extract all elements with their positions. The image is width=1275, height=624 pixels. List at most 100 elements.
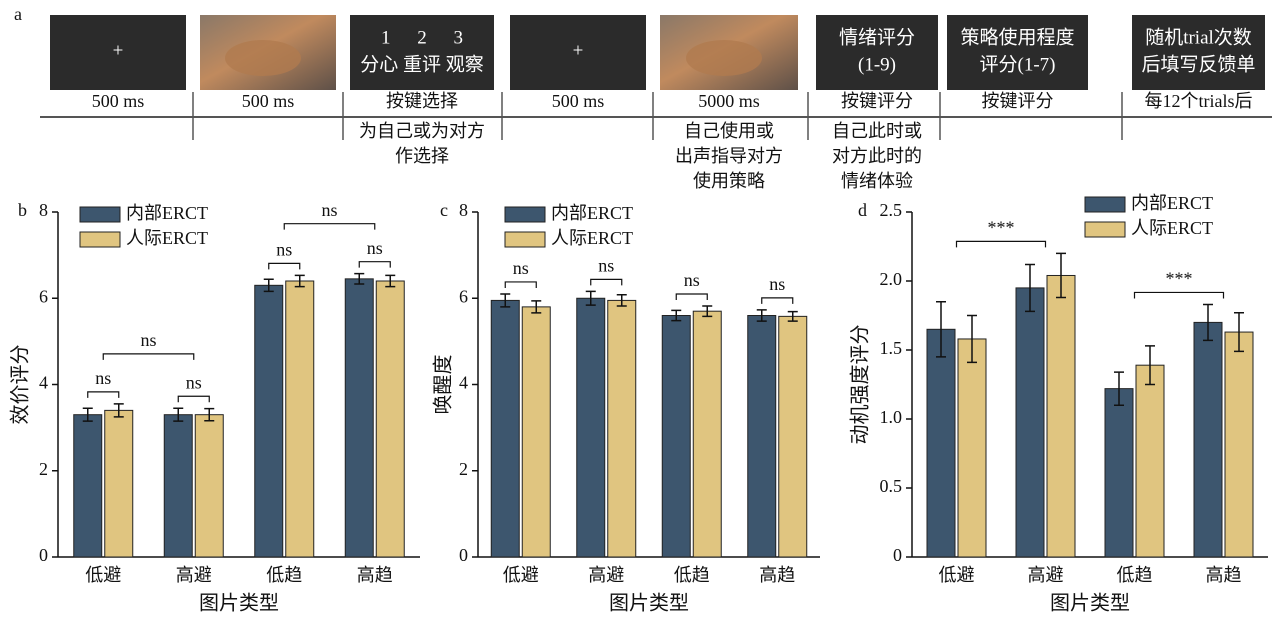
legend-swatch bbox=[79, 231, 121, 248]
significance-bracket bbox=[1133, 291, 1225, 299]
error-bar bbox=[936, 300, 946, 358]
legend-swatch bbox=[1084, 196, 1126, 213]
error-bar bbox=[500, 293, 511, 308]
error-bar bbox=[1145, 345, 1155, 386]
legend-label: 内部ERCT bbox=[1131, 193, 1213, 213]
stimulus-box bbox=[816, 15, 938, 90]
x-tick-label: 高避 bbox=[1028, 565, 1064, 585]
error-bar bbox=[585, 290, 596, 306]
legend-swatch bbox=[504, 231, 546, 248]
bar bbox=[661, 315, 691, 558]
image-detail bbox=[225, 40, 301, 76]
bar bbox=[521, 306, 551, 558]
bar bbox=[375, 280, 405, 558]
significance-bracket bbox=[761, 297, 794, 304]
bar bbox=[104, 409, 134, 558]
x-tick-label: 低趋 bbox=[1117, 565, 1153, 585]
box-text: (1-9) bbox=[858, 54, 896, 75]
duration: 500 ms bbox=[552, 91, 605, 111]
legend-label: 人际ERCT bbox=[551, 228, 633, 248]
error-bar bbox=[671, 309, 682, 322]
box-text: 评分(1-7) bbox=[980, 53, 1056, 75]
significance-label: ns bbox=[186, 372, 202, 392]
stimulus-box bbox=[1132, 15, 1265, 90]
box-text: 情绪评分 bbox=[839, 26, 915, 48]
bar bbox=[747, 315, 777, 558]
significance-label: ns bbox=[140, 330, 156, 350]
error-bar bbox=[294, 274, 305, 288]
error-bar bbox=[756, 309, 767, 322]
bar bbox=[1046, 274, 1076, 558]
y-axis-label: 效价评分 bbox=[9, 345, 32, 425]
x-axis-label: 图片类型 bbox=[199, 592, 279, 615]
significance-bracket bbox=[177, 395, 210, 403]
y-tick-label: 8 bbox=[39, 200, 48, 220]
bar bbox=[607, 299, 637, 558]
y-tick-label: 0 bbox=[459, 545, 468, 565]
duration: 按键选择 bbox=[386, 91, 458, 111]
stimulus-box bbox=[350, 15, 494, 90]
bar bbox=[778, 315, 808, 558]
legend-label: 内部ERCT bbox=[551, 203, 633, 223]
error-bar bbox=[204, 407, 215, 422]
significance-label: ns bbox=[769, 274, 785, 294]
box-text: + bbox=[113, 40, 124, 61]
x-tick-label: 低趋 bbox=[674, 565, 710, 585]
significance-label: ns bbox=[367, 238, 383, 258]
bar bbox=[692, 310, 722, 558]
duration: 500 ms bbox=[92, 91, 145, 111]
duration: 每12个trials后 bbox=[1145, 91, 1253, 111]
x-tick-label: 低避 bbox=[85, 565, 121, 585]
error-bar bbox=[385, 274, 396, 288]
x-tick-label: 低避 bbox=[503, 565, 539, 585]
error-bar bbox=[787, 310, 798, 322]
bar bbox=[285, 280, 315, 558]
significance-label: ns bbox=[684, 270, 700, 290]
bar bbox=[1104, 388, 1134, 558]
error-bar bbox=[1025, 263, 1035, 313]
box-text: + bbox=[573, 40, 584, 61]
duration: 5000 ms bbox=[698, 91, 760, 111]
bar bbox=[1135, 364, 1165, 558]
error-bar bbox=[1114, 371, 1124, 406]
legend-label: 人际ERCT bbox=[126, 228, 208, 248]
y-tick-label: 4 bbox=[39, 373, 48, 393]
error-bar bbox=[967, 314, 977, 364]
significance-label: ns bbox=[513, 258, 529, 278]
bar bbox=[344, 278, 374, 558]
note: 作选择 bbox=[395, 146, 449, 166]
significance-label: *** bbox=[988, 218, 1015, 238]
significance-bracket bbox=[675, 293, 708, 301]
bar bbox=[73, 414, 103, 558]
bar bbox=[1015, 287, 1045, 558]
bar bbox=[926, 328, 956, 558]
significance-label: *** bbox=[1166, 269, 1193, 289]
significance-bracket bbox=[358, 261, 391, 268]
significance-bracket bbox=[87, 391, 120, 398]
duration: 按键评分 bbox=[841, 91, 913, 111]
panel-label: a bbox=[14, 4, 22, 24]
significance-label: ns bbox=[95, 368, 111, 388]
box-text: 策略使用程度 bbox=[960, 26, 1074, 48]
y-tick-label: 1.0 bbox=[880, 407, 903, 427]
y-tick-label: 6 bbox=[459, 286, 468, 306]
bar bbox=[576, 297, 606, 558]
y-tick-label: 2 bbox=[39, 459, 48, 479]
note: 出声指导对方 bbox=[675, 146, 783, 166]
panel-label: c bbox=[440, 200, 448, 220]
image-detail bbox=[686, 40, 762, 76]
error-bar bbox=[173, 407, 184, 422]
significance-label: ns bbox=[598, 255, 614, 275]
panel-label: b bbox=[18, 200, 27, 220]
significance-label: ns bbox=[321, 200, 337, 220]
y-tick-label: 8 bbox=[459, 200, 468, 220]
box-text: 1 2 3 bbox=[381, 27, 463, 48]
significance-bracket bbox=[590, 278, 623, 286]
bar bbox=[254, 284, 284, 558]
y-tick-label: 6 bbox=[39, 286, 48, 306]
box-text: 后填写反馈单 bbox=[1141, 53, 1255, 75]
note: 使用策略 bbox=[693, 171, 765, 191]
bar bbox=[194, 414, 224, 558]
